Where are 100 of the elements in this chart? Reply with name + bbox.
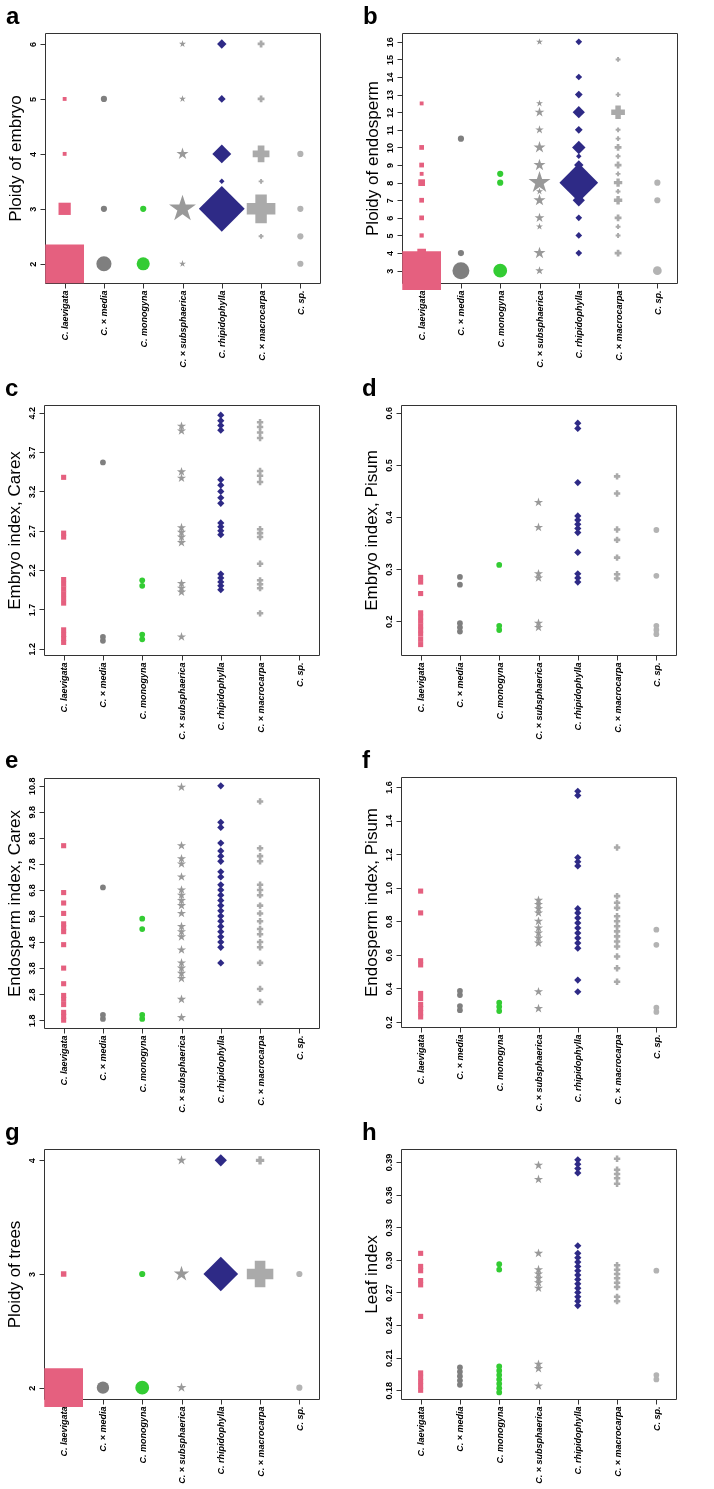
y-tick-label: 2: [26, 1385, 37, 1391]
y-tick-label: 1.2: [383, 848, 394, 861]
x-tick-label: C. × macrocarpa: [612, 1406, 623, 1477]
x-tick-label: C. × media: [98, 662, 109, 708]
y-tick-label: 1.0: [383, 881, 394, 895]
y-tick-label: 2.2: [26, 564, 37, 577]
y-tick-label: 6.8: [26, 884, 37, 897]
y-tick-label: 0.8: [383, 915, 394, 929]
x-tick-label: C. monogyna: [137, 662, 148, 720]
y-tick-label: 0.39: [383, 1153, 394, 1172]
x-tick-label: C. sp.: [651, 662, 662, 688]
x-tick-label: C. × subsphaerica: [177, 1406, 187, 1484]
x-tick-label: C. monogyna: [494, 1406, 505, 1464]
y-tick-label: 4.2: [26, 407, 37, 420]
y-tick-label: 4: [384, 251, 395, 257]
x-tick-label: C. × media: [98, 1406, 109, 1452]
x-tick-label: C. sp.: [295, 290, 306, 316]
y-axis-title: Endosperm index, Carex: [4, 809, 24, 998]
x-tick-label: C. monogyna: [137, 1035, 148, 1093]
y-tick-label: 0.18: [383, 1382, 394, 1400]
y-tick-label: 9: [384, 163, 395, 169]
y-tick-label: 5: [27, 96, 38, 102]
y-tick-label: 8: [384, 180, 395, 186]
chart-title: c: [5, 374, 19, 401]
y-tick-label: 11: [384, 125, 395, 136]
y-tick-label: 1.7: [26, 603, 37, 617]
chart-title: d: [362, 374, 377, 401]
y-tick-label: 8.8: [26, 832, 37, 845]
x-tick-label: C. rhipidophylla: [216, 1406, 227, 1475]
y-tick-label: 15: [384, 54, 395, 65]
x-tick-label: C. laevigata: [59, 662, 70, 713]
y-tick-label: 7: [384, 198, 395, 204]
x-tick-label: C. × subsphaerica: [178, 290, 188, 368]
y-tick-label: 4.8: [26, 936, 37, 949]
y-tick-label: 2: [27, 261, 38, 267]
x-tick-label: C. sp.: [651, 1034, 662, 1060]
x-tick-label: C. × media: [456, 290, 467, 336]
x-tick-label: C. monogyna: [494, 662, 505, 720]
x-tick-label: C. × media: [455, 662, 466, 708]
x-tick-label: C. × subsphaerica: [177, 1035, 187, 1113]
x-tick-label: C. × subsphaerica: [535, 290, 545, 368]
chart-title: e: [5, 746, 19, 774]
x-tick-label: C. sp.: [294, 1035, 305, 1061]
y-tick-label: 1.2: [26, 642, 37, 656]
x-tick-label: C. rhipidophylla: [217, 290, 228, 359]
y-tick-label: 4: [26, 1158, 37, 1164]
x-tick-label: C. sp.: [651, 1406, 662, 1432]
y-axis-title: Endosperm index, Pisum: [361, 808, 381, 997]
y-axis-title: Leaf index: [361, 1234, 381, 1314]
y-axis-title: Embryo index, Pisum: [361, 450, 381, 611]
y-tick-label: 3.7: [26, 446, 37, 459]
y-tick-label: 3.2: [26, 485, 37, 499]
x-tick-label: C. × macrocarpa: [612, 662, 623, 733]
y-tick-label: 6: [27, 41, 38, 47]
x-tick-label: C. × subsphaerica: [534, 1034, 544, 1112]
y-axis-title: Ploidy of trees: [4, 1220, 24, 1329]
y-tick-label: 0.6: [383, 407, 394, 420]
y-tick-label: 1.4: [383, 814, 394, 828]
x-tick-label: C. × media: [98, 1035, 109, 1081]
y-tick-label: 14: [384, 72, 395, 83]
y-axis-title: Ploidy of embryo: [5, 95, 25, 222]
x-tick-label: C. rhipidophylla: [573, 662, 584, 731]
y-tick-label: 0.36: [383, 1186, 394, 1204]
y-tick-label: 0.5: [383, 459, 394, 472]
x-tick-label: C. monogyna: [495, 290, 506, 348]
chart-title: f: [362, 746, 371, 773]
y-tick-label: 3.8: [26, 962, 37, 975]
x-tick-label: C. × macrocarpa: [255, 1406, 266, 1477]
y-tick-label: 0.24: [383, 1316, 394, 1335]
x-tick-label: C. laevigata: [416, 662, 427, 713]
y-tick-label: 0.4: [383, 982, 394, 996]
x-tick-label: C. sp.: [294, 662, 305, 688]
y-tick-label: 0.33: [383, 1219, 394, 1237]
y-tick-label: 5: [384, 233, 395, 239]
y-tick-label: 5.8: [26, 910, 37, 923]
x-tick-label: C. × media: [99, 290, 110, 336]
y-tick-label: 0.2: [383, 615, 394, 628]
x-tick-label: C. sp.: [294, 1406, 305, 1432]
y-tick-label: 4: [27, 151, 38, 157]
x-tick-label: C. rhipidophylla: [216, 662, 227, 731]
y-axis-title: Ploidy of endosperm: [362, 81, 382, 236]
x-tick-label: C. × subsphaerica: [534, 662, 544, 740]
y-tick-label: 10.8: [26, 777, 37, 796]
chart-title: g: [5, 1118, 20, 1145]
y-tick-label: 1.8: [26, 1014, 37, 1027]
x-tick-label: C. laevigata: [59, 1406, 70, 1457]
x-tick-label: C. × subsphaerica: [534, 1406, 544, 1484]
x-tick-label: C. × macrocarpa: [613, 290, 624, 361]
y-tick-label: 7.8: [26, 858, 37, 871]
chart-title: h: [362, 1118, 377, 1145]
x-tick-label: C. monogyna: [138, 290, 149, 348]
y-tick-label: 0.30: [383, 1251, 394, 1270]
y-tick-label: 12: [384, 107, 395, 118]
y-tick-label: 2.8: [26, 988, 37, 1001]
x-tick-label: C. laevigata: [416, 1406, 427, 1457]
y-tick-label: 0.27: [383, 1284, 394, 1302]
chart-title: b: [363, 2, 378, 29]
x-tick-label: C. × macrocarpa: [612, 1034, 623, 1105]
x-tick-label: C. laevigata: [60, 290, 71, 341]
x-tick-label: C. monogyna: [494, 1034, 505, 1092]
